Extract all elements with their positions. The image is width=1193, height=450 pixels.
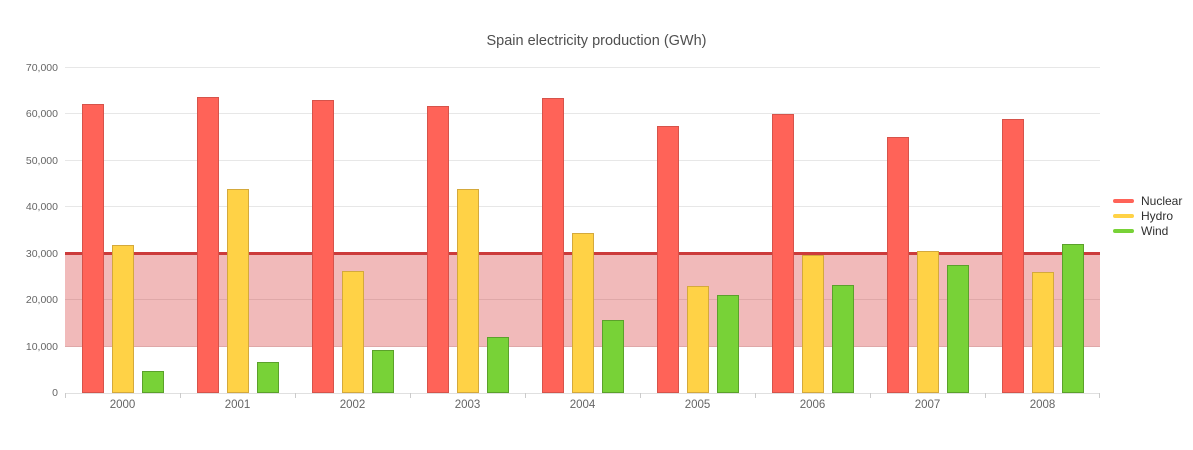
bar-nuclear-2008[interactable]: [1001, 119, 1024, 393]
x-axis-tick: [640, 393, 641, 398]
y-axis-label: 40,000: [25, 201, 58, 214]
bar-wind-2008[interactable]: [1061, 243, 1084, 393]
x-axis-label: 2008: [1029, 399, 1056, 411]
bar-hydro-2002[interactable]: [341, 271, 364, 393]
bar-nuclear-2007[interactable]: [886, 137, 909, 393]
nuclear-swatch-icon: [1113, 198, 1134, 203]
hydro-swatch-icon: [1113, 213, 1134, 218]
bar-hydro-2003[interactable]: [456, 189, 479, 393]
bar-hydro-2008[interactable]: [1031, 271, 1054, 393]
bar-nuclear-2000[interactable]: [81, 104, 104, 393]
bar-nuclear-2002[interactable]: [311, 100, 334, 393]
x-axis-tick: [295, 393, 296, 398]
x-axis-tick: [525, 393, 526, 398]
legend-item-nuclear[interactable]: Nuclear: [1113, 193, 1182, 208]
y-axis-label: 0: [52, 387, 58, 399]
x-axis-line: [65, 393, 1100, 394]
y-axis-label: 20,000: [25, 294, 58, 307]
x-axis-label: 2001: [224, 399, 251, 411]
bar-hydro-2000[interactable]: [111, 245, 134, 393]
y-axis-label: 60,000: [25, 108, 58, 121]
bar-hydro-2005[interactable]: [686, 286, 709, 393]
gridline: [65, 113, 1100, 115]
bar-hydro-2006[interactable]: [801, 254, 824, 393]
bar-wind-2005[interactable]: [716, 294, 739, 393]
x-axis-label: 2003: [454, 399, 481, 411]
bar-hydro-2007[interactable]: [916, 251, 939, 393]
bar-nuclear-2003[interactable]: [426, 105, 449, 393]
bar-wind-2007[interactable]: [946, 265, 969, 393]
x-axis-label: 2000: [109, 399, 136, 411]
x-axis-tick: [985, 393, 986, 398]
y-axis-label: 70,000: [25, 62, 58, 74]
x-axis-tick: [410, 393, 411, 398]
x-axis-label: 2007: [914, 399, 941, 411]
y-axis-label: 30,000: [25, 247, 58, 260]
bar-hydro-2001[interactable]: [226, 189, 249, 393]
bar-wind-2003[interactable]: [486, 336, 509, 393]
x-axis-label: 2004: [569, 399, 596, 411]
bar-nuclear-2006[interactable]: [771, 113, 794, 393]
x-axis-tick: [755, 393, 756, 398]
bar-wind-2004[interactable]: [601, 320, 624, 393]
gridline: [65, 67, 1100, 68]
y-axis-label: 50,000: [25, 154, 58, 167]
bar-nuclear-2005[interactable]: [656, 125, 679, 393]
x-axis-label: 2002: [339, 399, 366, 411]
plot-area: 2000 2001 2002 2003 2004 2005 2006 2007 2008: [65, 67, 1100, 411]
gridline: [65, 159, 1100, 161]
legend-item-hydro[interactable]: Hydro: [1113, 208, 1182, 223]
legend: Nuclear Hydro Wind: [1113, 193, 1182, 238]
legend-label-hydro: Hydro: [1141, 208, 1174, 223]
chart-title: Spain electricity production (GWh): [486, 33, 707, 49]
bar-wind-2002[interactable]: [371, 349, 394, 393]
x-axis-label: 2005: [684, 399, 711, 411]
bar-wind-2006[interactable]: [831, 284, 854, 393]
bar-nuclear-2004[interactable]: [541, 97, 564, 393]
wind-swatch-icon: [1113, 228, 1134, 233]
bar-wind-2001[interactable]: [256, 361, 279, 393]
bar-nuclear-2001[interactable]: [196, 97, 219, 393]
x-axis-label: 2006: [799, 399, 826, 411]
y-axis-label: 10,000: [25, 340, 58, 353]
x-axis-tick: [1099, 393, 1100, 398]
x-axis-tick: [870, 393, 871, 398]
gridline: [65, 206, 1100, 208]
bar-wind-2000[interactable]: [141, 371, 164, 393]
bar-hydro-2004[interactable]: [571, 233, 594, 393]
x-axis-tick: [180, 393, 181, 398]
x-axis-tick: [65, 393, 66, 398]
legend-item-wind[interactable]: Wind: [1113, 223, 1182, 238]
legend-label-nuclear: Nuclear: [1141, 193, 1183, 208]
legend-label-wind: Wind: [1141, 223, 1169, 238]
